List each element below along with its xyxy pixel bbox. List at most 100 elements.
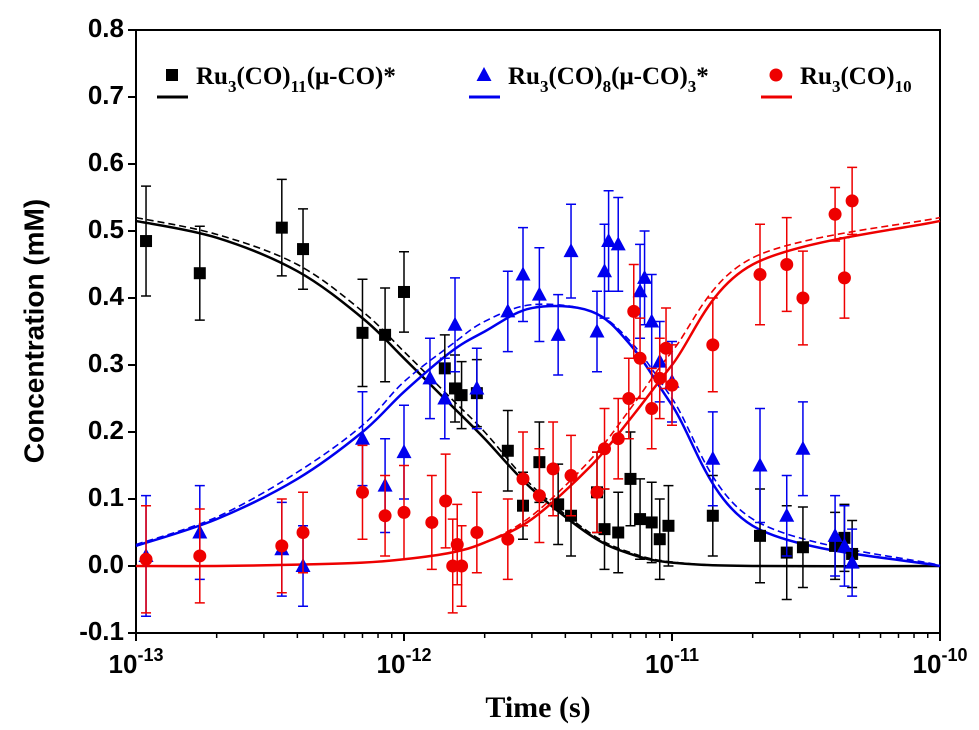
marker: [612, 526, 625, 539]
y-tick-label: 0.3: [88, 348, 124, 378]
marker: [140, 235, 153, 248]
x-tick-label: 10-11: [645, 645, 699, 679]
y-tick-label: 0.1: [88, 482, 124, 512]
legend-marker: [769, 68, 783, 82]
x-axis-title: Time (s): [485, 691, 590, 724]
legend-label-part: 3: [832, 77, 841, 96]
marker: [469, 380, 485, 395]
marker: [297, 243, 310, 256]
marker: [705, 450, 721, 465]
marker: [590, 485, 604, 499]
marker: [455, 389, 468, 402]
legend-marker: [476, 67, 492, 81]
legend-label-part: Ru: [800, 63, 832, 90]
marker: [796, 541, 809, 554]
x-tick-exponent: -11: [674, 645, 699, 665]
legend-label-part: 3: [540, 77, 549, 96]
marker: [193, 549, 207, 563]
y-tick-label: -0.1: [79, 616, 124, 646]
marker: [632, 283, 648, 298]
fit-line: [135, 219, 941, 568]
marker: [550, 326, 566, 341]
marker: [598, 442, 612, 456]
x-tick-exponent: -10: [941, 645, 967, 665]
marker: [516, 472, 530, 486]
marker: [439, 494, 453, 508]
marker: [659, 341, 673, 355]
marker: [662, 519, 675, 532]
marker: [601, 233, 617, 248]
legend-label-part: (μ-CO)*: [307, 63, 396, 90]
fit-line-dashed: [135, 303, 941, 567]
marker: [752, 457, 768, 472]
y-tick-label: 0.2: [88, 415, 124, 445]
marker: [633, 351, 647, 365]
marker: [598, 523, 611, 536]
marker: [611, 432, 625, 446]
legend-label-part: *: [696, 63, 709, 90]
marker: [532, 489, 546, 503]
marker: [531, 286, 547, 301]
legend-label-part: 11: [291, 77, 307, 96]
marker: [455, 559, 469, 573]
marker: [398, 285, 410, 298]
marker: [624, 472, 637, 485]
x-tick-label: 10-10: [913, 645, 968, 679]
marker: [139, 552, 153, 566]
legend-label: Ru3(CO)11(μ-CO)*: [196, 63, 396, 96]
legend-label: Ru3(CO)10: [800, 63, 912, 96]
marker: [827, 527, 843, 542]
legend-label-part: (CO): [840, 63, 894, 90]
marker: [653, 371, 667, 385]
marker: [597, 263, 613, 278]
y-tick-label: 0.4: [88, 281, 125, 311]
marker: [275, 539, 289, 553]
fit-line: [135, 219, 941, 568]
marker: [828, 207, 842, 221]
marker: [753, 268, 767, 282]
marker: [844, 554, 860, 569]
marker: [355, 485, 369, 499]
marker: [500, 303, 516, 318]
marker: [501, 532, 515, 546]
marker: [779, 507, 795, 522]
marker: [627, 304, 641, 318]
fit-line-dashed: [135, 216, 941, 568]
marker: [610, 236, 626, 251]
marker: [379, 328, 392, 341]
legend-label-part: (μ-CO): [611, 63, 688, 90]
legend-label-part: 3: [688, 77, 697, 96]
marker: [193, 267, 206, 280]
marker: [665, 378, 679, 392]
legend-label-part: (CO): [236, 63, 290, 90]
fit-line-dashed: [135, 216, 941, 567]
y-tick-label: 0.5: [88, 214, 124, 244]
marker: [706, 338, 720, 352]
marker: [275, 221, 288, 234]
fit-line: [135, 304, 941, 568]
marker: [706, 509, 719, 522]
marker: [450, 538, 464, 552]
marker: [837, 271, 851, 285]
legend-label-part: 8: [603, 77, 612, 96]
marker: [795, 440, 811, 455]
marker: [645, 516, 658, 529]
x-tick-base: 10: [109, 649, 138, 679]
marker: [356, 326, 369, 339]
legend-label-part: 10: [895, 77, 912, 96]
marker: [437, 390, 453, 405]
marker: [563, 243, 579, 258]
marker: [422, 370, 438, 385]
marker: [546, 462, 560, 476]
marker: [396, 444, 412, 459]
marker: [470, 526, 484, 539]
x-tick-base: 10: [645, 649, 674, 679]
legend-marker: [166, 69, 178, 81]
marker: [780, 258, 794, 271]
legend-label-part: Ru: [508, 63, 540, 90]
marker: [397, 505, 411, 519]
marker: [653, 533, 666, 546]
marker: [447, 316, 463, 331]
marker: [354, 430, 370, 445]
legend-label-part: (CO): [548, 63, 602, 90]
